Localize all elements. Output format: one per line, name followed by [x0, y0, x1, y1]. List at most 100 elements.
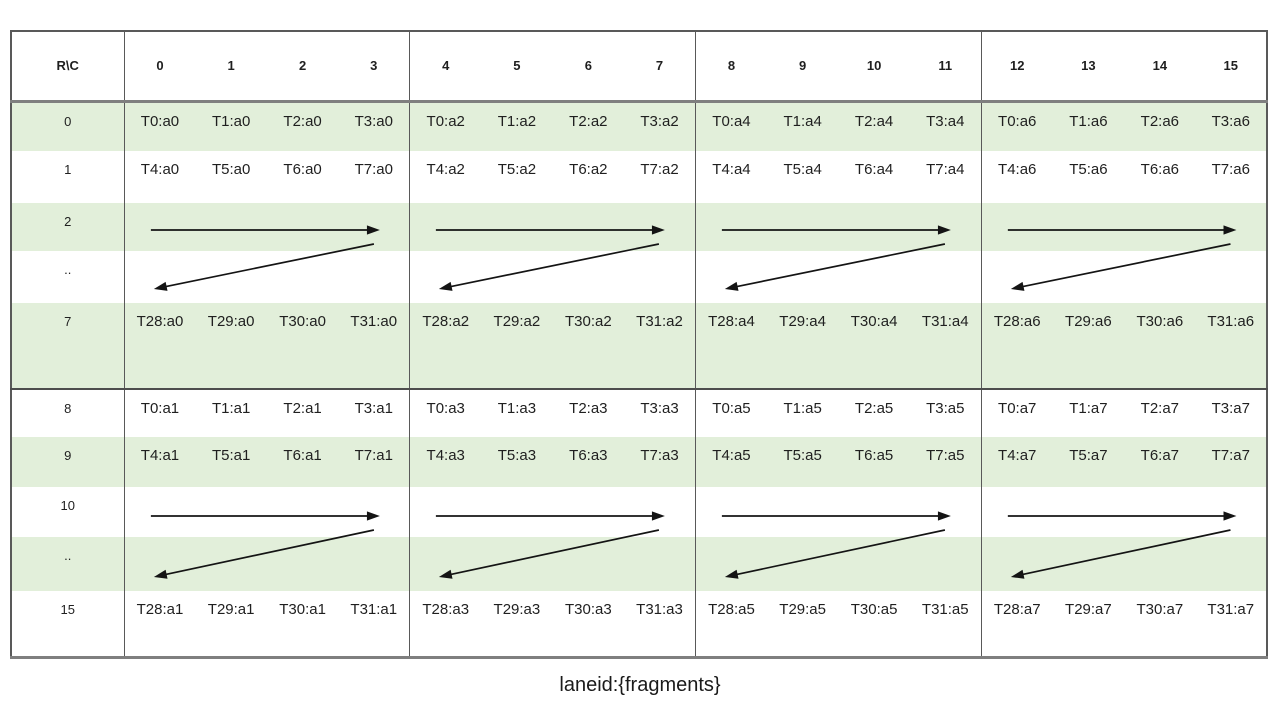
arrow-return-head [439, 281, 453, 291]
row-label: 8 [11, 388, 125, 437]
traversal-arrows-icon [721, 511, 951, 579]
arrow-return-line [449, 243, 660, 288]
arrow-return-line [449, 529, 660, 576]
grid-cell: T28:a5 [694, 591, 767, 657]
grid-cell: T3:a0 [354, 112, 393, 130]
grid-cell: T6:a2 [569, 161, 608, 178]
arrow-return-line [163, 243, 374, 288]
grid-cell: T30:a4 [850, 313, 898, 330]
column-header: 13 [1052, 31, 1125, 103]
column-header: 7 [624, 31, 696, 103]
table-row: 0 T0:a0 T1:a0 T2:a0 T3:a0 T0:a2 T1:a2 T2:a2 T3:a… [11, 101, 1267, 151]
arrow-return-head [1010, 281, 1025, 291]
grid-cell: T7:a4 [926, 161, 965, 178]
grid-cell: T5:a0 [211, 161, 251, 178]
grid-cell: T5:a2 [497, 161, 537, 178]
arrow-return-line [163, 529, 374, 576]
arrow-return-line [1021, 243, 1231, 288]
column-header: 11 [909, 31, 982, 103]
table-row: 2 [11, 203, 1267, 303]
traversal-arrows-icon [150, 225, 380, 291]
grid-cell: T1:a6 [1069, 112, 1108, 130]
grid-cell: T2:a2 [569, 112, 608, 130]
arrow-forward-head [652, 511, 666, 521]
grid-cell: T4:a4 [694, 151, 767, 203]
grid-cell: T30:a6 [1136, 313, 1184, 330]
grid-cell: T2:a0 [283, 112, 322, 130]
table-row: 15 T28:a1 T29:a1 T30:a1 T31:a1 T28:a3 T29:a3 T3… [11, 591, 1267, 657]
grid-cell: T31:a7 [1207, 601, 1255, 618]
grid-cell: T6:a6 [1140, 161, 1180, 178]
fragment-layout-table: R\C 0 1 2 3 4 5 6 7 8 9 10 11 12 13 14 15 0 T0:a0 T1:a0 T2… [10, 30, 1268, 659]
corner-label: R\C [11, 31, 125, 103]
row-label: 0 [11, 101, 125, 151]
grid-cell: T3:a5 [909, 388, 982, 437]
table-row: 10 [11, 487, 1267, 591]
grid-cell: T4:a6 [980, 151, 1053, 203]
grid-cell: T2:a5 [838, 388, 910, 437]
grid-cell: T31:a6 [1207, 313, 1255, 330]
grid-cell: T6:a1 [283, 447, 322, 464]
grid-cell: T7:a2 [640, 161, 679, 178]
table-row: .. [11, 251, 1267, 303]
arrow-return-head [724, 281, 739, 291]
arrow-cell [980, 487, 1267, 591]
grid-cell: T5:a3 [497, 447, 537, 464]
grid-cell: T28:a7 [980, 591, 1053, 657]
grid-cell: T0:a5 [694, 388, 767, 437]
grid-cell: T3:a3 [624, 388, 696, 437]
arrow-return-line [735, 243, 946, 288]
grid-cell: T6:a0 [283, 161, 322, 178]
grid-cell: T30:a0 [279, 313, 326, 330]
row-label: 15 [11, 591, 125, 657]
arrow-forward-head [1223, 511, 1237, 521]
column-header: 4 [409, 31, 482, 103]
column-header: 5 [481, 31, 553, 103]
grid-cell: T6:a4 [854, 161, 894, 178]
table-row: 7 T28:a0 T29:a0 T30:a0 T31:a0 T28:a2 T29:a2 T30… [11, 303, 1267, 389]
grid-cell: T31:a3 [636, 601, 683, 618]
grid-cell: T1:a1 [195, 388, 267, 437]
grid-cell: T30:a5 [850, 601, 898, 618]
grid-cell: T2:a1 [266, 388, 339, 437]
grid-cell: T3:a6 [1211, 112, 1250, 130]
row-label: 10 [11, 487, 125, 537]
grid-cell: T29:a5 [779, 601, 826, 618]
column-header: 6 [552, 31, 625, 103]
column-header: 14 [1124, 31, 1196, 103]
grid-cell: T6:a5 [854, 447, 894, 464]
grid-cell: T4:a5 [694, 437, 767, 487]
arrow-cell [695, 203, 982, 303]
arrow-forward-head [652, 225, 666, 235]
grid-cell: T5:a1 [211, 447, 251, 464]
grid-cell: T1:a0 [211, 112, 251, 130]
traversal-arrows-icon [1007, 225, 1237, 291]
arrow-cell [123, 203, 410, 303]
grid-cell: T4:a1 [123, 437, 196, 487]
grid-cell: T28:a2 [409, 303, 482, 389]
grid-cell: T0:a2 [409, 101, 482, 151]
grid-cell: T29:a4 [779, 313, 826, 330]
grid-cell: T7:a5 [926, 447, 965, 464]
grid-cell: T0:a4 [694, 101, 767, 151]
column-header: 0 [123, 31, 196, 103]
grid-cell: T7:a7 [1211, 447, 1250, 464]
grid-cell: T1:a4 [783, 112, 822, 130]
arrow-return-head [724, 569, 739, 579]
arrow-forward-head [937, 511, 951, 521]
grid-cell: T5:a4 [783, 161, 822, 178]
grid-cell: T6:a3 [569, 447, 608, 464]
grid-cell: T31:a4 [921, 313, 969, 330]
column-header: 2 [266, 31, 339, 103]
traversal-arrows-icon [436, 511, 666, 579]
grid-cell: T29:a0 [207, 313, 255, 330]
column-header: 1 [195, 31, 267, 103]
grid-cell: T4:a0 [123, 151, 196, 203]
header-row: R\C 0 1 2 3 4 5 6 7 8 9 10 11 12 13 14 15 [11, 31, 1267, 103]
row-label: .. [11, 251, 125, 303]
grid-cell: T30:a2 [564, 313, 612, 330]
grid-cell: T4:a2 [409, 151, 482, 203]
row-label: 1 [11, 151, 125, 203]
grid-cell: T4:a3 [409, 437, 482, 487]
grid-cell: T1:a2 [497, 112, 537, 130]
